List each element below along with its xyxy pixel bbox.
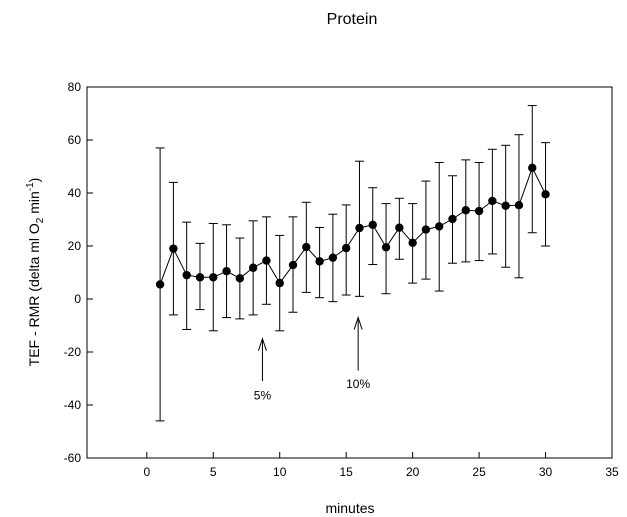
x-tick-label: 20: [406, 465, 420, 479]
data-point: [155, 280, 165, 289]
data-point: [182, 270, 191, 280]
y-axis-label-sub: 2: [35, 217, 46, 223]
data-point: [381, 243, 391, 252]
x-tick-label: 15: [339, 465, 353, 479]
y-axis-label-suffix: ): [26, 178, 42, 183]
y-tick-label: 20: [68, 239, 82, 253]
data-series: [155, 105, 551, 422]
annotation-arrowhead: [257, 337, 267, 351]
data-point: [488, 196, 497, 206]
data-point: [209, 273, 218, 282]
data-point: [528, 163, 537, 173]
y-axis: -60 -40 -20 0 20 40 60 80: [64, 80, 93, 465]
data-point: [275, 278, 284, 288]
data-point: [341, 243, 351, 253]
data-point: [408, 238, 417, 248]
y-tick-label: -20: [64, 345, 82, 359]
data-point: [514, 200, 524, 210]
y-tick-label: 0: [74, 292, 81, 306]
annotations: 5% 10%: [254, 315, 370, 403]
data-point: [435, 222, 444, 231]
y-axis-label-prefix: TEF - RMR (delta ml O: [26, 223, 42, 366]
data-point: [288, 260, 298, 270]
y-tick-label: 80: [68, 80, 82, 94]
data-point: [474, 206, 484, 216]
data-point: [195, 273, 205, 282]
x-tick-label: 10: [273, 465, 287, 479]
x-tick-label: 5: [210, 465, 217, 479]
chart-title: Protein: [327, 11, 378, 28]
data-point: [501, 201, 510, 210]
x-axis-label: minutes: [325, 500, 374, 516]
x-axis: 0 5 10 15 20 25 30 35: [143, 452, 619, 479]
data-point: [461, 206, 470, 215]
y-tick-label: -60: [64, 451, 82, 465]
data-point: [368, 220, 377, 229]
x-tick-label: 30: [539, 465, 553, 479]
y-axis-label-middle: min: [26, 191, 42, 217]
plot-frame: [86, 86, 613, 459]
y-tick-label: 40: [68, 186, 82, 200]
data-point: [235, 274, 245, 283]
data-point: [169, 244, 178, 253]
data-point: [302, 242, 311, 252]
data-point: [448, 214, 457, 224]
data-point: [355, 223, 364, 233]
data-point: [315, 257, 324, 266]
y-tick-label: 60: [68, 133, 82, 147]
data-point: [328, 253, 338, 262]
annotation-arrowhead: [353, 315, 363, 330]
data-point: [262, 256, 271, 265]
y-tick-label: -40: [64, 398, 82, 412]
data-point: [395, 223, 404, 232]
y-axis-label: TEF - RMR (delta ml O2 min-1): [25, 178, 46, 367]
series-line: [159, 166, 546, 285]
data-point: [421, 225, 431, 234]
data-point: [222, 266, 231, 276]
y-axis-label-sup: -1: [25, 182, 36, 191]
x-tick-label: 25: [472, 465, 486, 479]
x-tick-label: 35: [605, 465, 619, 479]
annotation-label: 5%: [254, 389, 272, 403]
annotation-label: 10%: [346, 377, 370, 391]
x-tick-label: 0: [143, 465, 150, 479]
data-point: [248, 263, 258, 272]
data-point: [541, 190, 550, 199]
